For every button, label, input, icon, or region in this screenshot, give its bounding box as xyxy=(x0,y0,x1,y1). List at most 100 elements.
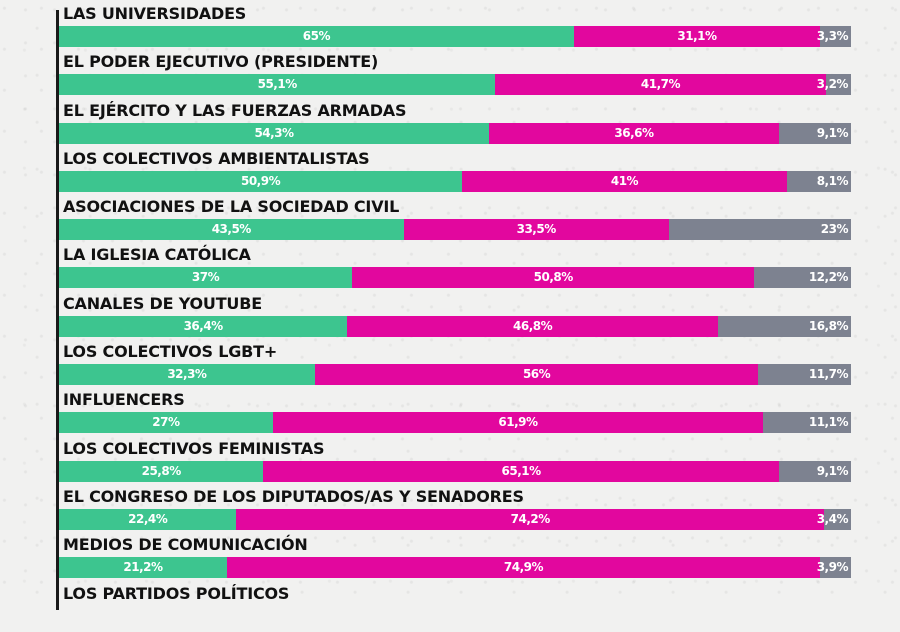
magenta-value-label: 41,7% xyxy=(640,77,681,92)
magenta-value-label: 74,2% xyxy=(510,511,551,526)
bar-segment-gray: 16,8% xyxy=(717,315,851,337)
green-value-label: 22,4% xyxy=(128,511,168,526)
chart-row: EL PODER EJECUTIVO (PRESIDENTE) 55,1% 41… xyxy=(59,52,851,100)
bar-segment-gray: 23% xyxy=(668,219,851,241)
magenta-value-label: 46,8% xyxy=(513,318,553,333)
green-value-label: 21,2% xyxy=(123,560,163,575)
bar-segment-magenta: 36,6% xyxy=(489,122,779,144)
bar-segment-gray: 11,1% xyxy=(763,412,851,434)
bar-segment-gray: 9,1% xyxy=(778,460,851,482)
gray-value-label: 3,9% xyxy=(816,560,849,575)
gray-value-label: 3,3% xyxy=(816,29,849,43)
category-label: EL CONGRESO DE LOS DIPUTADOS/AS Y SENADO… xyxy=(63,486,524,506)
bar-segment-green: 55,1% xyxy=(59,74,496,96)
green-value-label: 36,4% xyxy=(183,318,224,333)
magenta-value-label: 65,1% xyxy=(501,463,542,478)
stacked-bar: 25,8% 65,1% 9,1% xyxy=(59,460,851,482)
green-value-label: 50,9% xyxy=(240,173,281,188)
bar-segment-magenta: 50,8% xyxy=(352,267,755,289)
gray-value-label: 11,1% xyxy=(808,415,849,430)
bar-segment-gray: 9,1% xyxy=(778,122,851,144)
chart-row: EL CONGRESO DE LOS DIPUTADOS/AS Y SENADO… xyxy=(59,487,851,535)
green-value-label: 25,8% xyxy=(141,463,182,478)
bar-segment-green: 65% xyxy=(59,26,574,47)
bar-segment-green: 22,4% xyxy=(59,508,237,530)
stacked-bar: 21,2% 74,9% 3,9% xyxy=(59,557,851,579)
category-label: ASOCIACIONES DE LA SOCIEDAD CIVIL xyxy=(63,197,400,217)
magenta-value-label: 74,9% xyxy=(503,560,544,575)
bar-segment-magenta: 33,5% xyxy=(403,219,669,241)
stacked-bar: 54,3% 36,6% 9,1% xyxy=(59,122,851,144)
bar-segment-green: 37% xyxy=(59,267,353,289)
bar-segment-green: 50,9% xyxy=(59,170,463,192)
gray-value-label: 8,1% xyxy=(816,173,849,188)
bar-segment-magenta: 65,1% xyxy=(263,460,779,482)
bar-segment-magenta: 31,1% xyxy=(573,26,821,47)
stacked-bar: 22,4% 74,2% 3,4% xyxy=(59,508,851,530)
chart-row: EL EJÉRCITO Y LAS FUERZAS ARMADAS 54,3% … xyxy=(59,101,851,149)
category-label: LOS COLECTIVOS FEMINISTAS xyxy=(63,438,325,458)
chart-row: LOS PARTIDOS POLÍTICOS xyxy=(59,584,851,632)
bar-segment-gray: 3,2% xyxy=(817,74,851,96)
bar-segment-green: 27% xyxy=(59,412,273,434)
category-label: MEDIOS DE COMUNICACIÓN xyxy=(63,535,308,555)
category-label: EL EJÉRCITO Y LAS FUERZAS ARMADAS xyxy=(63,100,407,120)
bar-segment-green: 54,3% xyxy=(59,122,490,144)
stacked-bar: 65% 31,1% 3,3% xyxy=(59,26,851,47)
green-value-label: 54,3% xyxy=(254,125,294,140)
magenta-value-label: 36,6% xyxy=(614,125,654,140)
category-label: INFLUENCERS xyxy=(63,390,185,410)
bar-segment-gray: 8,1% xyxy=(786,170,851,192)
chart-row: LOS COLECTIVOS FEMINISTAS 25,8% 65,1% 9,… xyxy=(59,439,851,487)
chart-row: CANALES DE YOUTUBE 36,4% 46,8% 16,8% xyxy=(59,294,851,342)
green-value-label: 37% xyxy=(191,270,220,285)
bar-segment-magenta: 74,2% xyxy=(236,508,825,530)
gray-value-label: 11,7% xyxy=(808,367,849,382)
bar-segment-magenta: 74,9% xyxy=(226,557,821,579)
bar-segment-magenta: 56% xyxy=(314,364,759,386)
chart-row: LAS UNIVERSIDADES 65% 31,1% 3,3% xyxy=(59,4,851,52)
gray-value-label: 9,1% xyxy=(816,463,849,478)
category-label: LOS COLECTIVOS LGBT+ xyxy=(63,342,278,362)
bar-segment-gray: 3,4% xyxy=(817,508,851,530)
green-value-label: 65% xyxy=(302,29,331,43)
stacked-bar-chart: LAS UNIVERSIDADES 65% 31,1% 3,3% EL PODE… xyxy=(59,4,851,632)
bar-segment-magenta: 41% xyxy=(462,170,787,192)
category-label: LA IGLESIA CATÓLICA xyxy=(63,245,251,265)
chart-row: MEDIOS DE COMUNICACIÓN 21,2% 74,9% 3,9% xyxy=(59,535,851,583)
stacked-bar: 27% 61,9% 11,1% xyxy=(59,412,851,434)
stacked-bar: 37% 50,8% 12,2% xyxy=(59,267,851,289)
magenta-value-label: 31,1% xyxy=(677,29,717,43)
gray-value-label: 16,8% xyxy=(808,318,849,333)
chart-row: INFLUENCERS 27% 61,9% 11,1% xyxy=(59,390,851,438)
bar-segment-green: 21,2% xyxy=(59,557,227,579)
bar-segment-gray: 11,7% xyxy=(758,364,851,386)
magenta-value-label: 33,5% xyxy=(516,222,557,237)
bar-segment-magenta: 46,8% xyxy=(347,315,718,337)
magenta-value-label: 50,8% xyxy=(533,270,574,285)
stacked-bar: 50,9% 41% 8,1% xyxy=(59,170,851,192)
gray-value-label: 12,2% xyxy=(808,270,849,285)
category-label: CANALES DE YOUTUBE xyxy=(63,293,262,313)
chart-row: ASOCIACIONES DE LA SOCIEDAD CIVIL 43,5% … xyxy=(59,197,851,245)
magenta-value-label: 41% xyxy=(610,173,639,188)
stacked-bar: 43,5% 33,5% 23% xyxy=(59,219,851,241)
bar-segment-green: 36,4% xyxy=(59,315,348,337)
magenta-value-label: 61,9% xyxy=(498,415,538,430)
stacked-bar: 36,4% 46,8% 16,8% xyxy=(59,315,851,337)
category-label: LOS COLECTIVOS AMBIENTALISTAS xyxy=(63,148,370,168)
magenta-value-label: 56% xyxy=(522,367,551,382)
gray-value-label: 23% xyxy=(820,222,849,237)
category-label: EL PODER EJECUTIVO (PRESIDENTE) xyxy=(63,52,379,72)
chart-row: LA IGLESIA CATÓLICA 37% 50,8% 12,2% xyxy=(59,245,851,293)
green-value-label: 43,5% xyxy=(211,222,252,237)
gray-value-label: 9,1% xyxy=(816,125,849,140)
green-value-label: 55,1% xyxy=(257,77,298,92)
bar-segment-green: 32,3% xyxy=(59,364,315,386)
stacked-bar: 32,3% 56% 11,7% xyxy=(59,364,851,386)
category-label: LAS UNIVERSIDADES xyxy=(63,4,247,23)
bar-segment-gray: 12,2% xyxy=(754,267,851,289)
green-value-label: 32,3% xyxy=(167,367,207,382)
gray-value-label: 3,4% xyxy=(816,511,849,526)
chart-row: LOS COLECTIVOS AMBIENTALISTAS 50,9% 41% … xyxy=(59,149,851,197)
